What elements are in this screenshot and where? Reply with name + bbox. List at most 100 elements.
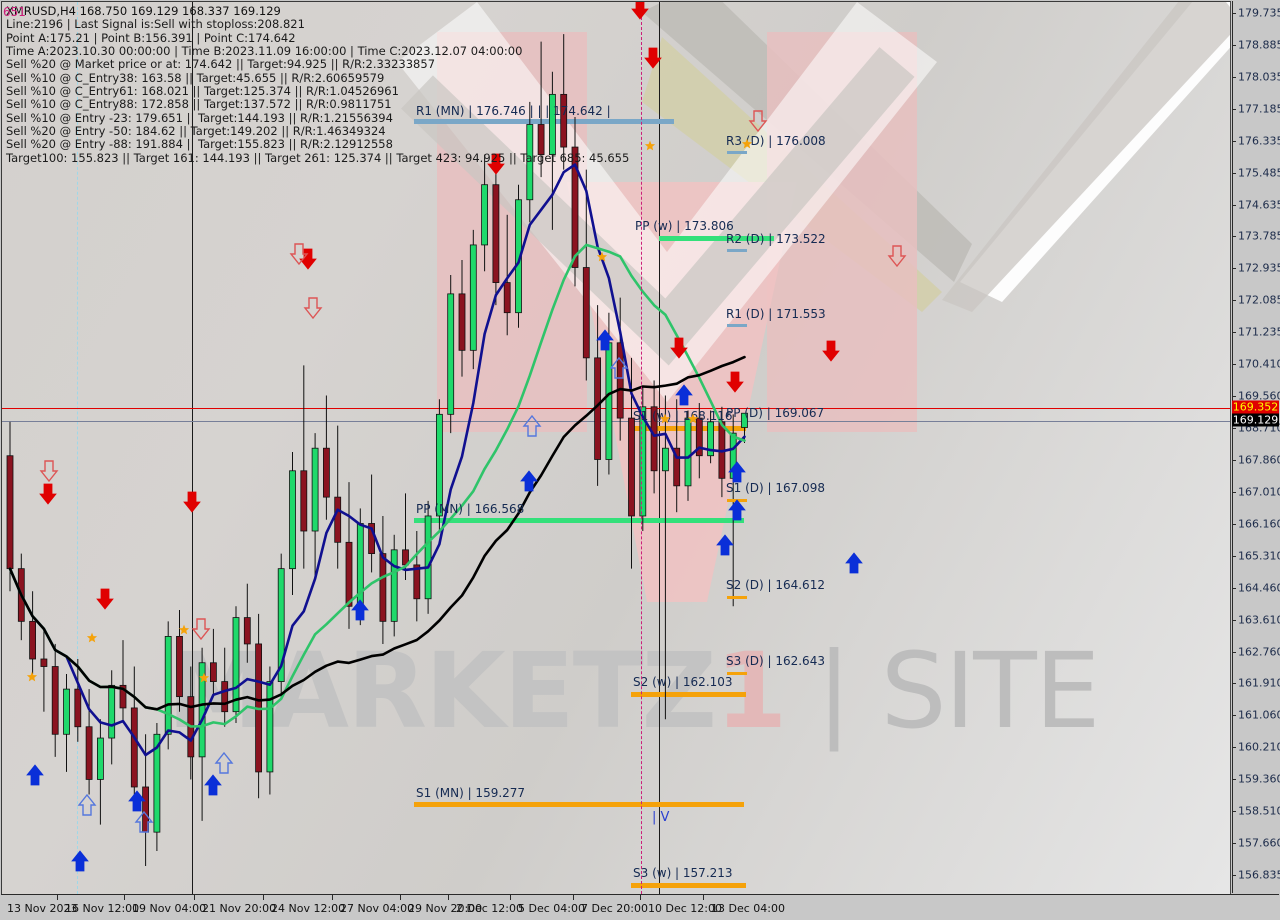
price-tick — [1232, 747, 1236, 749]
price-tick-label: 175.485 — [1238, 166, 1280, 180]
price-tick-label: 160.210 — [1238, 740, 1280, 754]
price-tick-label: 162.760 — [1238, 645, 1280, 659]
time-tick-label: 2 Dec 12:00 — [456, 902, 523, 915]
chart-plot-area[interactable]: MARKETZ1 | SITE R1 (MN) | 176.746 | | | … — [1, 1, 1231, 895]
chart-info-line-6: Sell %10 @ C_Entry61: 168.021 || Target:… — [6, 84, 399, 99]
price-tick — [1232, 459, 1236, 461]
price-tick-label: 167.860 — [1238, 453, 1280, 467]
pivot-line-s2-w — [631, 692, 746, 697]
price-tick — [1232, 332, 1236, 334]
price-tick — [1232, 491, 1236, 493]
time-tick-label: 29 Nov 20:00 — [408, 902, 483, 915]
price-tick — [1232, 555, 1236, 557]
price-tick-label: 158.510 — [1238, 804, 1280, 818]
price-tick — [1232, 13, 1236, 14]
time-tick-label: 27 Nov 04:00 — [340, 902, 415, 915]
time-tick — [57, 894, 58, 900]
price-tick-label: 176.335 — [1238, 134, 1280, 148]
chart-info-line-4: Sell %20 @ Market price or at: 174.642 |… — [6, 57, 436, 72]
time-tick-label: 13 Dec 04:00 — [711, 902, 785, 915]
time-tick — [703, 894, 704, 900]
price-tick — [1232, 875, 1236, 876]
time-tick-label: 13 Nov 2023 — [7, 902, 78, 915]
price-tick-label: 157.660 — [1238, 836, 1280, 850]
time-tick — [124, 894, 125, 900]
time-tick-label: 19 Nov 04:00 — [132, 902, 207, 915]
price-tick — [1232, 364, 1236, 366]
price-tick-label: 172.085 — [1238, 293, 1280, 307]
chart-info-line-8: Sell %10 @ Entry -23: 179.651 || Target:… — [6, 110, 393, 125]
price-tick — [1232, 619, 1236, 621]
price-tick-label: 171.235 — [1238, 325, 1280, 339]
price-scale[interactable]: 169.352 169.129 179.735 178.885 178.035 177… — [1232, 1, 1280, 893]
pivot-line-s1-mn — [414, 802, 744, 807]
ask-price-badge: 169.352 — [1232, 400, 1279, 414]
time-tick — [263, 894, 264, 900]
price-tick-label: 174.635 — [1238, 198, 1280, 212]
chart-info-line-0: XMRUSD,H4 168.750 169.129 168.337 169.12… — [6, 4, 281, 18]
price-tick — [1232, 428, 1236, 430]
chart-info-line-1: Line:2196 | Last Signal is:Sell with sto… — [6, 17, 305, 32]
chart-info-line-2: Point A:175.21 | Point B:156.391 | Point… — [6, 30, 296, 45]
price-tick — [1232, 843, 1236, 845]
chart-info-line-3: Time A:2023.10.30 00:00:00 | Time B:2023… — [6, 44, 523, 59]
pivot-label-s1-mn: S1 (MN) | 159.277 — [416, 786, 526, 800]
price-tick-label: 159.360 — [1238, 772, 1280, 786]
price-tick — [1232, 204, 1236, 206]
price-tick — [1232, 44, 1236, 46]
price-tick-label: 170.410 — [1238, 357, 1280, 371]
price-tick-label: 178.885 — [1238, 38, 1280, 52]
price-tick-label: 164.460 — [1238, 581, 1280, 595]
time-tick-label: 5 Dec 04:00 — [518, 902, 585, 915]
price-tick-label: 163.610 — [1238, 613, 1280, 627]
time-tick — [510, 894, 511, 900]
chart-info-header: XMRUSD,H4 168.750 169.129 168.337 169.12… — [6, 4, 630, 165]
price-tick — [1232, 779, 1236, 781]
chart-info-line-11: Target100: 155.823 || Target 161: 144.19… — [6, 150, 630, 165]
price-tick — [1232, 76, 1236, 78]
time-tick-label: 16 Nov 12:00 — [65, 902, 140, 915]
price-tick — [1232, 683, 1236, 685]
time-tick — [332, 894, 333, 900]
price-tick-label: 156.835 — [1238, 868, 1280, 882]
price-tick — [1232, 523, 1236, 525]
time-tick — [573, 894, 574, 900]
price-tick — [1232, 236, 1236, 238]
price-tick-label: 161.910 — [1238, 676, 1280, 690]
time-tick-label: 24 Nov 12:00 — [271, 902, 346, 915]
price-tick-label: 172.935 — [1238, 261, 1280, 275]
time-tick — [640, 894, 641, 900]
price-tick — [1232, 811, 1236, 813]
price-tick — [1232, 651, 1236, 653]
time-tick — [194, 894, 195, 900]
time-tick-label: 7 Dec 20:00 — [581, 902, 648, 915]
corner-number-label: 651 — [3, 5, 26, 19]
time-tick — [400, 894, 401, 900]
price-tick — [1232, 396, 1236, 398]
price-tick-label: 166.160 — [1238, 517, 1280, 531]
wave-marker-label: | V — [652, 810, 670, 825]
time-tick-label: 10 Dec 12:00 — [648, 902, 722, 915]
time-scale[interactable]: 13 Nov 2023 16 Nov 12:00 19 Nov 04:00 21 No… — [1, 894, 1279, 919]
chart-info-line-9: Sell %20 @ Entry -50: 184.62 || Target:1… — [6, 124, 386, 139]
price-tick — [1232, 268, 1236, 270]
price-tick — [1232, 108, 1236, 110]
price-tick — [1232, 587, 1236, 589]
price-scale-axis-line — [1232, 1, 1233, 893]
price-tick — [1232, 172, 1236, 174]
price-tick-label: 167.010 — [1238, 485, 1280, 499]
time-tick-label: 21 Nov 20:00 — [202, 902, 277, 915]
price-tick-label: 179.735 — [1238, 6, 1280, 20]
pivot-label-s3-d: S3 (D) | 162.643 — [726, 654, 825, 668]
price-tick-label: 173.785 — [1238, 229, 1280, 243]
price-tick — [1232, 140, 1236, 142]
price-tick — [1232, 300, 1236, 302]
pivot-label-s2-w: S2 (w) | 162.103 — [633, 675, 733, 689]
chart-info-line-5: Sell %10 @ C_Entry38: 163.58 || Target:4… — [6, 70, 385, 85]
price-tick-label: 169.560 — [1238, 389, 1280, 403]
time-tick — [448, 894, 449, 900]
chart-info-line-10: Sell %20 @ Entry -88: 191.884 || Target:… — [6, 137, 393, 152]
vertical-dashed-line-left — [77, 2, 78, 894]
price-tick-label: 178.035 — [1238, 70, 1280, 84]
